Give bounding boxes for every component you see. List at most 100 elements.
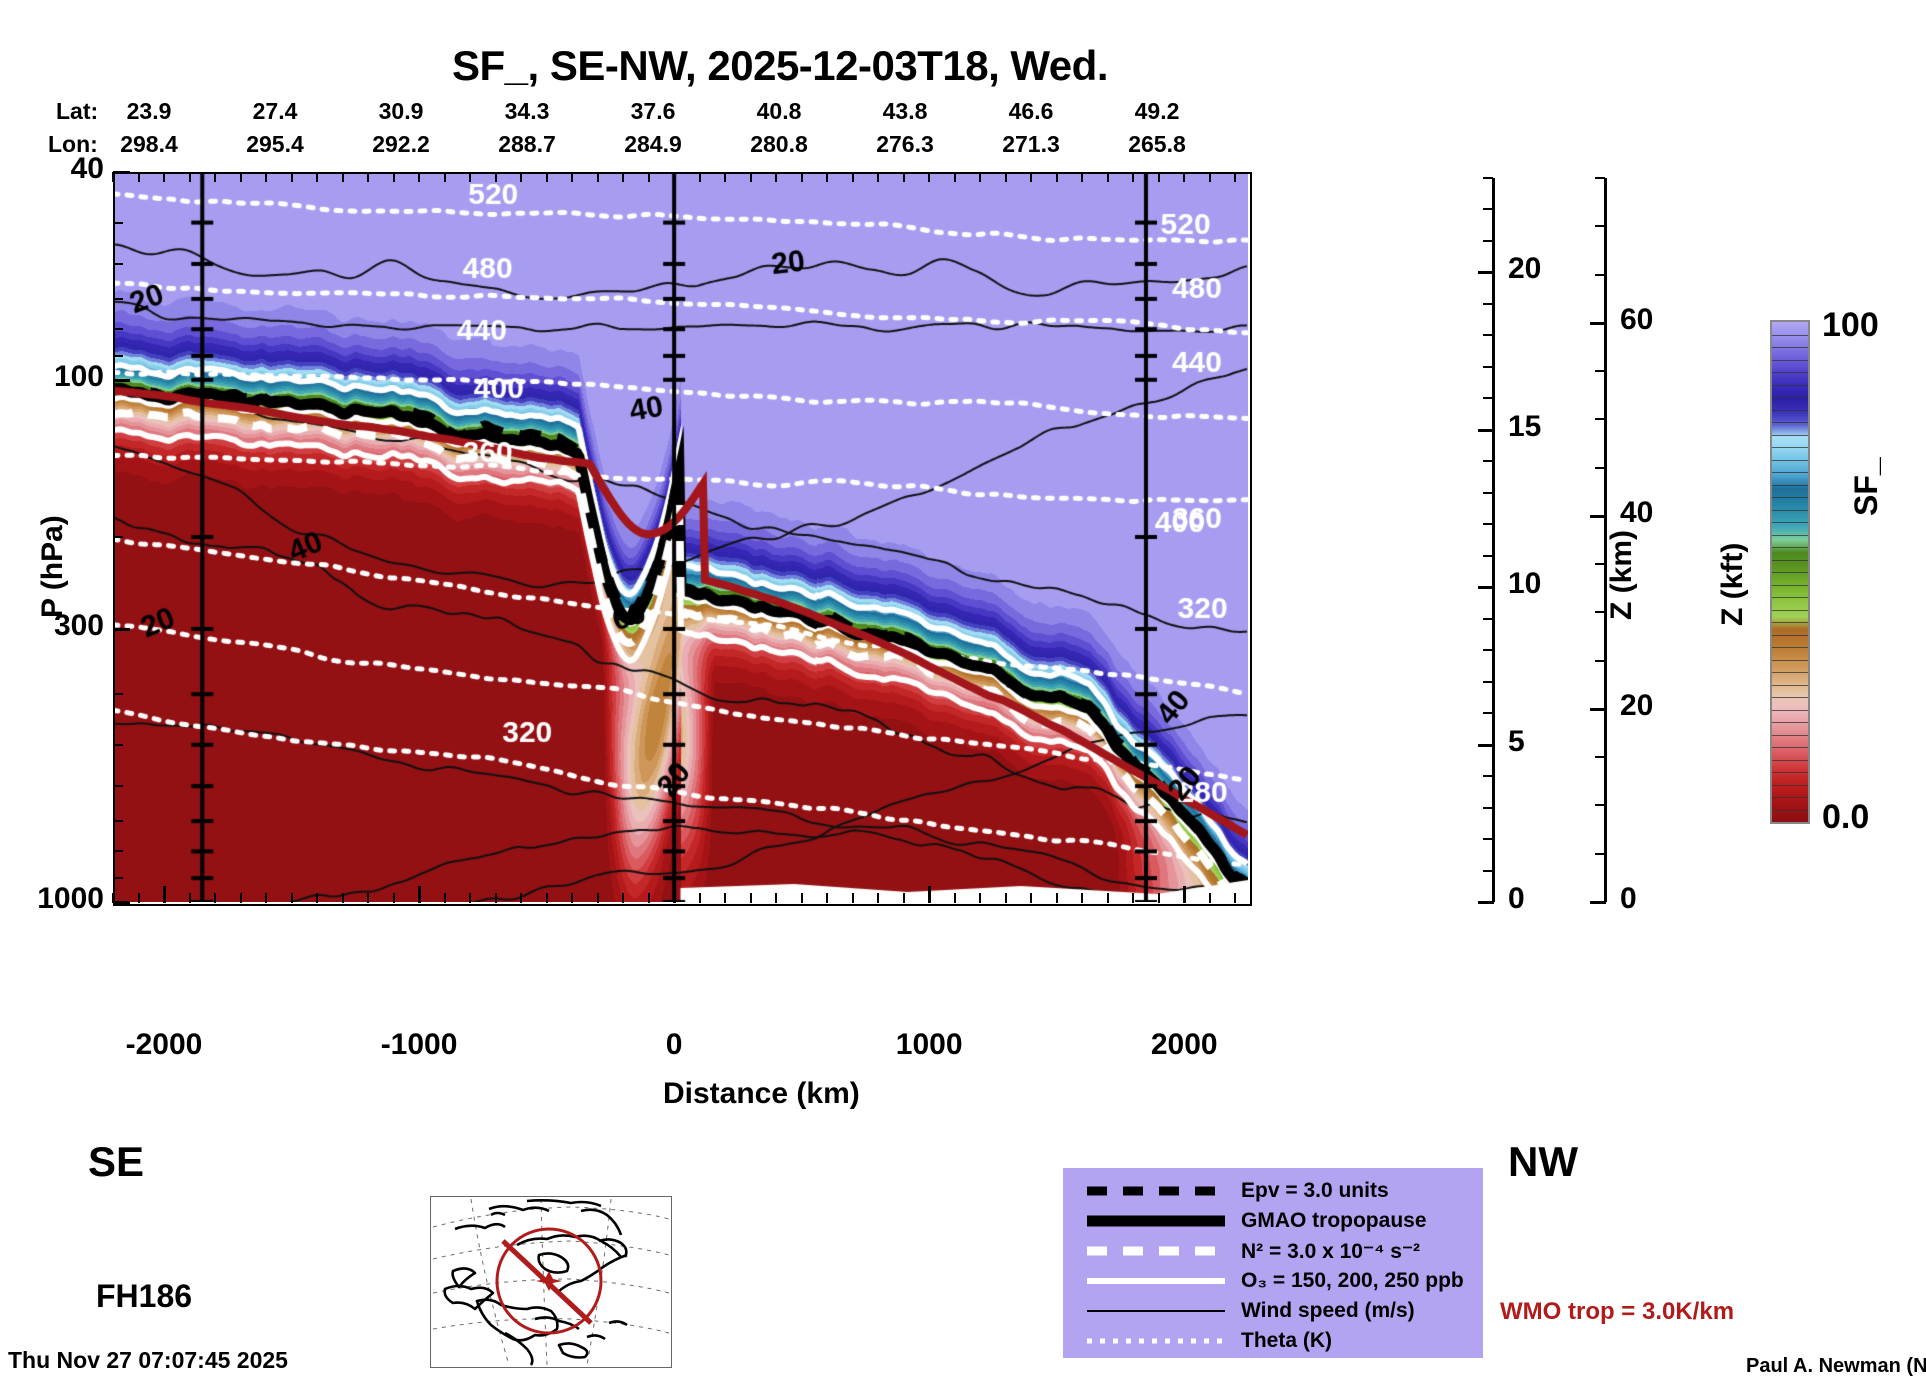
z-kft-minor-tick [1595, 370, 1605, 373]
legend-swatch-black-thin [1085, 1296, 1227, 1325]
z-km-minor-tick [1483, 775, 1493, 778]
contour-fill-canvas [113, 172, 1248, 902]
credit-label: Paul A. Newman (NASA [1746, 1355, 1926, 1377]
legend-box[interactable]: Epv = 3.0 units GMAO tropopause N² = 3.0 x… [1063, 1168, 1483, 1358]
legend-item[interactable]: Theta (K) [1063, 1326, 1483, 1355]
z-km-minor-tick [1483, 680, 1493, 683]
lon-value: 280.8 [750, 131, 808, 157]
z-km-minor-tick [1483, 208, 1493, 211]
z-km-minor-tick [1483, 869, 1493, 872]
x-minor-tick-top [265, 172, 268, 182]
z-km-minor-tick [1483, 365, 1493, 368]
x-tick-label-distance: -1000 [380, 1028, 458, 1061]
x-minor-tick [698, 893, 701, 903]
y-minor-tick [113, 536, 123, 538]
z-kft-minor-tick [1595, 852, 1605, 855]
inset-locator-map[interactable] [430, 1196, 672, 1368]
x-minor-tick [316, 893, 319, 903]
x-minor-tick-top [647, 172, 650, 182]
y-minor-tick [113, 297, 123, 300]
z-km-minor-tick [1483, 838, 1493, 841]
y-minor-tick [113, 850, 123, 853]
legend-item-label: N² = 3.0 x 10⁻⁴ s⁻² [1241, 1240, 1421, 1263]
z-km-minor-tick [1483, 302, 1493, 305]
legend-item[interactable]: GMAO tropopause [1063, 1206, 1483, 1235]
x-minor-tick-top [392, 172, 395, 182]
z-km-minor-tick [1483, 806, 1493, 809]
legend-item[interactable]: Epv = 3.0 units [1063, 1176, 1483, 1205]
lon-value: 292.2 [372, 131, 430, 157]
colorbar-tick [1772, 647, 1808, 648]
legend-item[interactable]: N² = 3.0 x 10⁻⁴ s⁻² [1063, 1236, 1483, 1265]
colorbar-tick [1772, 622, 1808, 623]
x-minor-tick-top [1081, 172, 1084, 182]
x-tick-label-distance: 1000 [895, 1028, 963, 1061]
x-minor-tick [1208, 893, 1211, 903]
lat-value: 46.6 [1008, 98, 1054, 124]
z-kft-minor-tick [1595, 466, 1605, 469]
legend-item[interactable]: O₃ = 150, 200, 250 ppb [1063, 1266, 1483, 1295]
z-km-minor-tick [1483, 586, 1493, 589]
x-minor-tick [1106, 893, 1109, 903]
cross-section-plot[interactable] [113, 172, 1248, 902]
x-minor-tick [137, 893, 140, 903]
forecast-hour-label: FH186 [96, 1278, 193, 1314]
lat-value: 34.3 [504, 98, 550, 124]
colorbar-tick [1772, 459, 1808, 461]
colorbar-tick [1772, 697, 1808, 698]
colorbar-tick [1772, 734, 1808, 736]
y-tick-label-zkft: 0 [1620, 882, 1637, 915]
z-km-minor-tick [1483, 428, 1493, 431]
z-km-minor-tick [1483, 239, 1493, 242]
colorbar-tick [1772, 747, 1808, 748]
x-minor-tick-top [826, 172, 829, 182]
y-axis-title-pressure: P (hPa) [36, 515, 69, 618]
x-minor-tick [928, 893, 931, 903]
colorbar-variable-label: SF_ [1848, 457, 1884, 516]
colorbar-tick [1772, 684, 1808, 686]
legend-item-label: GMAO tropopause [1241, 1209, 1427, 1232]
x-minor-tick-top [1030, 172, 1033, 182]
x-minor-tick [494, 893, 497, 903]
y-tick-label-zkm: 5 [1508, 724, 1525, 758]
z-kft-minor-tick [1595, 804, 1605, 807]
lon-value: 284.9 [624, 131, 682, 157]
x-minor-tick-top [1234, 172, 1237, 182]
legend-item-label: Wind speed (m/s) [1241, 1299, 1415, 1322]
colorbar-tick [1772, 559, 1808, 561]
colorbar-tick [1772, 522, 1808, 523]
colorbar-tick [1772, 759, 1808, 761]
y-minor-tick [113, 693, 123, 696]
colorbar[interactable] [1770, 320, 1810, 824]
y-tick-label-zkm: 0 [1508, 882, 1525, 915]
z-kft-minor-tick [1595, 659, 1605, 662]
lat-value: 43.8 [882, 98, 928, 124]
x-minor-tick-top [494, 172, 497, 182]
y-major-tick [113, 901, 130, 904]
z-kft-minor-tick [1595, 514, 1605, 517]
colorbar-tick [1772, 584, 1808, 586]
z-kft-minor-tick [1595, 756, 1605, 759]
y-minor-tick [113, 785, 123, 788]
colorbar-tick [1772, 334, 1808, 336]
y-tick-label-zkft: 20 [1620, 688, 1654, 722]
z-kft-axis-line [1604, 178, 1607, 902]
legend-swatch-white-dashed [1085, 1236, 1227, 1265]
x-minor-tick [775, 893, 778, 903]
x-minor-tick-top [749, 172, 752, 182]
legend-swatch-black-dashed [1085, 1176, 1227, 1205]
x-minor-tick [1234, 893, 1237, 903]
colorbar-tick [1772, 797, 1808, 798]
x-tick-label-distance: 0 [665, 1028, 683, 1061]
x-minor-tick [571, 893, 574, 903]
y-minor-tick [113, 221, 123, 224]
legend-item[interactable]: Wind speed (m/s) [1063, 1296, 1483, 1325]
z-kft-minor-tick [1595, 177, 1605, 179]
x-minor-tick [953, 893, 956, 903]
lon-value: 271.3 [1002, 131, 1060, 157]
z-kft-minor-tick [1595, 901, 1605, 903]
x-minor-tick [724, 893, 727, 903]
y-minor-tick [113, 877, 123, 880]
z-km-minor-tick [1483, 712, 1493, 715]
lon-value: 276.3 [876, 131, 934, 157]
